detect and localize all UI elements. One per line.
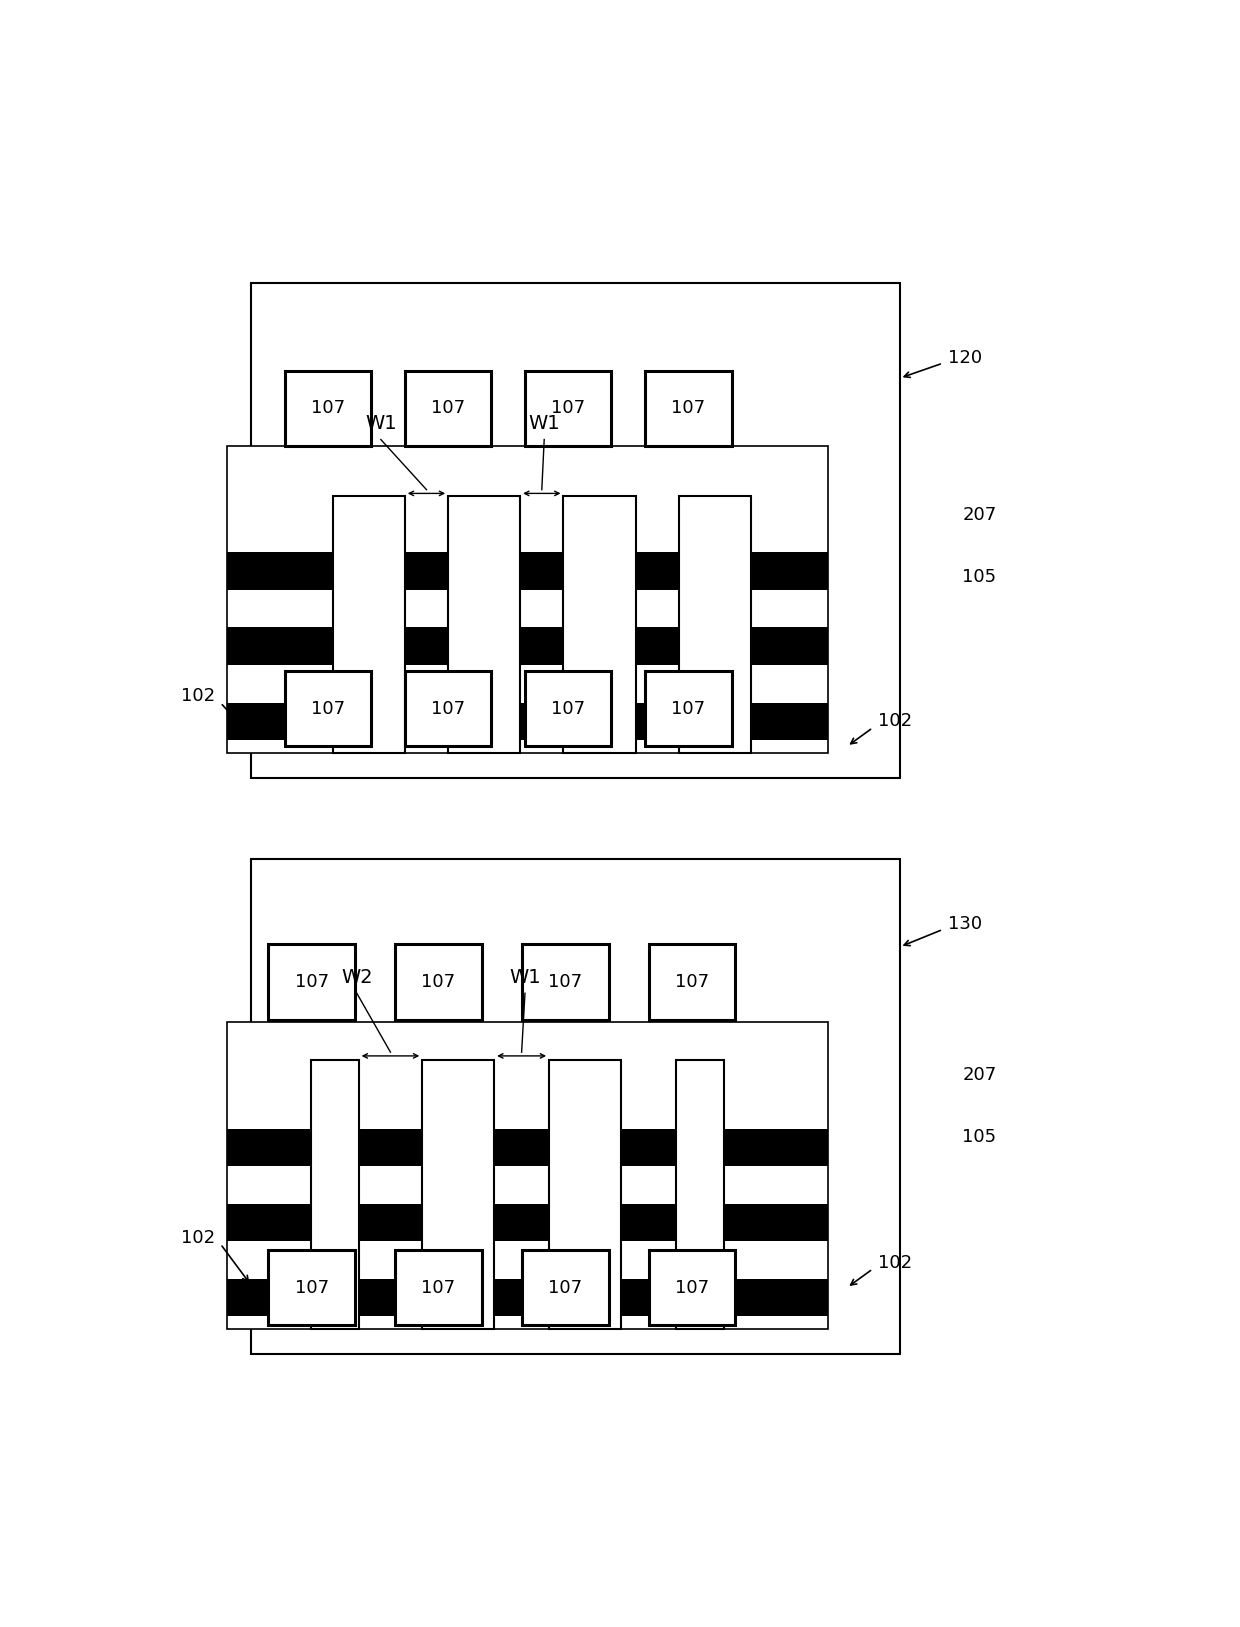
Text: 102: 102 [878, 1254, 911, 1272]
Text: 102: 102 [878, 713, 911, 731]
Bar [422, 1059, 495, 1329]
Bar [311, 1059, 358, 1329]
Bar [448, 496, 521, 753]
Bar [396, 944, 481, 1020]
Bar [285, 371, 371, 446]
Text: 107: 107 [675, 1279, 709, 1297]
Text: 107: 107 [675, 973, 709, 991]
Bar [268, 944, 355, 1020]
Text: 105: 105 [962, 1129, 997, 1147]
Text: W1: W1 [510, 968, 541, 988]
Text: 120: 120 [947, 350, 982, 368]
Bar [522, 944, 609, 1020]
Text: 130: 130 [947, 916, 982, 934]
Bar [525, 672, 611, 747]
Bar [268, 1250, 355, 1326]
Text: 107: 107 [432, 700, 465, 718]
Text: 107: 107 [551, 700, 585, 718]
Bar [678, 496, 750, 753]
Bar [332, 496, 404, 753]
Bar [227, 1204, 828, 1241]
Bar [649, 1250, 735, 1326]
Text: 107: 107 [548, 973, 583, 991]
Text: 102: 102 [181, 1228, 216, 1246]
Bar [227, 1279, 828, 1316]
Bar [396, 1250, 481, 1326]
Bar [563, 496, 635, 753]
Bar [227, 1129, 828, 1167]
Text: 207: 207 [962, 506, 997, 524]
Bar [227, 446, 828, 753]
Text: 207: 207 [962, 1066, 997, 1084]
Bar [285, 672, 371, 747]
Bar [404, 672, 491, 747]
Text: 107: 107 [295, 1279, 329, 1297]
Text: 107: 107 [671, 399, 706, 417]
Text: 107: 107 [295, 973, 329, 991]
Bar [522, 1250, 609, 1326]
Text: 107: 107 [422, 1279, 455, 1297]
Bar [250, 859, 900, 1354]
Text: 107: 107 [432, 399, 465, 417]
Bar [227, 628, 828, 665]
Bar [645, 371, 732, 446]
Text: W1: W1 [528, 415, 560, 433]
Bar [227, 1022, 828, 1329]
Bar [227, 703, 828, 740]
Text: 107: 107 [311, 700, 345, 718]
Text: 107: 107 [422, 973, 455, 991]
Text: W1: W1 [365, 415, 397, 433]
Text: W2: W2 [341, 968, 373, 988]
Text: 105: 105 [962, 568, 997, 586]
Bar [645, 672, 732, 747]
Text: 107: 107 [548, 1279, 583, 1297]
Bar [649, 944, 735, 1020]
Bar [227, 552, 828, 591]
Bar [404, 371, 491, 446]
Bar [549, 1059, 621, 1329]
Bar [525, 371, 611, 446]
Text: 107: 107 [551, 399, 585, 417]
Text: 102: 102 [181, 687, 216, 706]
Text: 107: 107 [311, 399, 345, 417]
Bar [676, 1059, 724, 1329]
Text: 107: 107 [671, 700, 706, 718]
Bar [250, 283, 900, 778]
